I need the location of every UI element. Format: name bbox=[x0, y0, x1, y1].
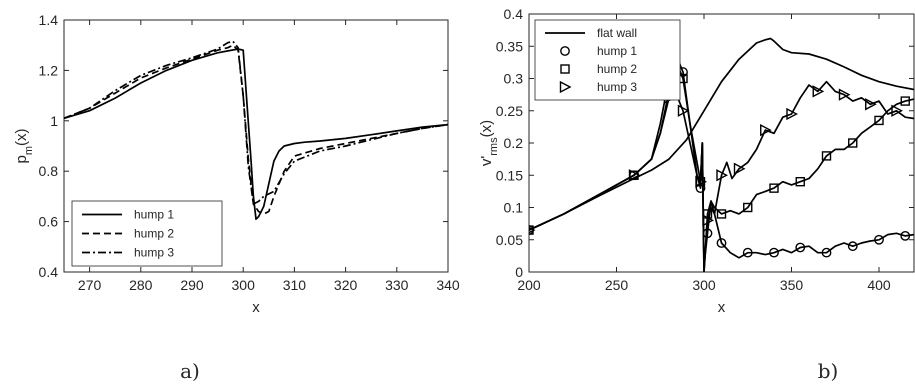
data-point-hump-2 bbox=[874, 115, 884, 126]
data-point-hump-3 bbox=[695, 175, 708, 188]
data-point-hump-3 bbox=[702, 214, 715, 227]
x-tick-label: 250 bbox=[605, 277, 629, 293]
plot-area bbox=[529, 37, 914, 272]
y-tick-label: 0.3 bbox=[504, 71, 524, 87]
data-point-hump-3 bbox=[812, 85, 825, 98]
y-axis-label: v'rms(x) bbox=[478, 120, 500, 166]
y-tick-label: 0.05 bbox=[496, 232, 523, 248]
plot-area bbox=[64, 40, 448, 220]
data-point-hump-2 bbox=[769, 183, 779, 193]
legend-marker bbox=[559, 80, 572, 94]
y-tick-label: 0.8 bbox=[39, 163, 59, 179]
y-tick-label: 0 bbox=[515, 264, 523, 280]
x-axis-label: x bbox=[252, 299, 260, 316]
data-point-hump-2 bbox=[743, 202, 753, 213]
data-point-hump-3 bbox=[733, 162, 746, 175]
y-tick-label: 0.25 bbox=[496, 103, 523, 119]
x-tick-label: 330 bbox=[385, 277, 409, 293]
series-line-hump-1 bbox=[64, 48, 448, 220]
y-tick-label: 0.6 bbox=[39, 214, 59, 230]
y-tick-label: 1 bbox=[50, 113, 58, 129]
y-tick-label: 0.4 bbox=[504, 6, 524, 22]
axes-box bbox=[63, 19, 449, 273]
legend-label: hump 1 bbox=[134, 208, 174, 222]
chart-panel-a: 270 280 290 300 310 320 330 340 0.4 0.6 0.8 1 1.2 1.4… bbox=[13, 12, 460, 316]
y-tick-label: 0.1 bbox=[504, 200, 524, 216]
data-point-hump-1 bbox=[821, 247, 832, 258]
data-point-hump-3 bbox=[865, 98, 877, 111]
data-point-hump-2 bbox=[848, 138, 858, 148]
legend-label: hump 2 bbox=[134, 227, 174, 241]
legend-marker bbox=[560, 46, 570, 56]
data-point-hump-1 bbox=[847, 241, 858, 252]
legend: flat wall hump 1 hump 2 hump 3 bbox=[534, 19, 681, 101]
data-point-hump-2 bbox=[900, 96, 910, 106]
data-point-hump-1 bbox=[795, 242, 806, 253]
legend-marker bbox=[560, 64, 570, 74]
x-tick-label: 270 bbox=[78, 277, 102, 293]
legend: hump 1 hump 2 hump 3 bbox=[71, 200, 223, 267]
data-point-hump-2 bbox=[821, 151, 832, 161]
chart-panel-b: 200 250 300 350 400 0 0.05 0.1 0.15 0.2 0.25 0.3 0.3… bbox=[478, 6, 915, 316]
series-line-hump-3 bbox=[64, 40, 448, 205]
y-tick-label: 1.2 bbox=[39, 62, 59, 78]
y-tick-label: 0.4 bbox=[39, 264, 59, 280]
data-point-hump-3 bbox=[786, 107, 799, 121]
data-point-hump-3 bbox=[529, 226, 536, 234]
data-point-hump-3 bbox=[716, 169, 729, 182]
data-point-hump-3 bbox=[677, 104, 690, 117]
x-axis-label: x bbox=[718, 299, 726, 316]
data-point-hump-1 bbox=[900, 230, 911, 241]
x-tick-label: 300 bbox=[232, 277, 256, 293]
y-tick-label: 1.4 bbox=[39, 12, 59, 28]
data-point-hump-3 bbox=[760, 123, 772, 137]
x-tick-label: 290 bbox=[180, 277, 204, 293]
x-tick-label: 340 bbox=[436, 277, 460, 293]
x-tick-label: 300 bbox=[692, 277, 716, 293]
legend-label: hump 3 bbox=[597, 80, 637, 94]
panel-label-b: b) bbox=[818, 359, 839, 383]
data-point-hump-1 bbox=[874, 234, 884, 245]
x-tick-label: 320 bbox=[334, 277, 358, 293]
series-line-hump-2 bbox=[64, 44, 448, 215]
data-point-hump-2 bbox=[716, 209, 727, 219]
data-point-hump-3 bbox=[628, 169, 641, 182]
legend-label: hump 2 bbox=[597, 62, 637, 76]
y-tick-label: 0.15 bbox=[496, 167, 523, 183]
x-tick-label: 200 bbox=[517, 277, 541, 293]
x-tick-label: 310 bbox=[283, 277, 307, 293]
series-line-flat-wall bbox=[529, 37, 914, 231]
legend-label: hump 1 bbox=[597, 44, 637, 58]
data-point-hump-1 bbox=[742, 247, 753, 258]
data-point-hump-1 bbox=[769, 247, 779, 258]
data-point-hump-3 bbox=[891, 104, 904, 117]
data-point-hump-3 bbox=[838, 88, 851, 101]
x-tick-label: 400 bbox=[867, 277, 891, 293]
data-point-hump-2 bbox=[795, 176, 805, 187]
x-tick-label: 350 bbox=[780, 277, 804, 293]
y-tick-label: 0.35 bbox=[496, 38, 523, 54]
y-axis-label: pm(x) bbox=[13, 128, 35, 163]
legend-label: flat wall bbox=[597, 26, 637, 40]
y-tick-label: 0.2 bbox=[504, 135, 524, 151]
legend-label: hump 3 bbox=[134, 246, 174, 260]
data-point-hump-1 bbox=[716, 238, 727, 248]
panel-label-a: a) bbox=[180, 359, 200, 383]
x-tick-label: 280 bbox=[129, 277, 153, 293]
